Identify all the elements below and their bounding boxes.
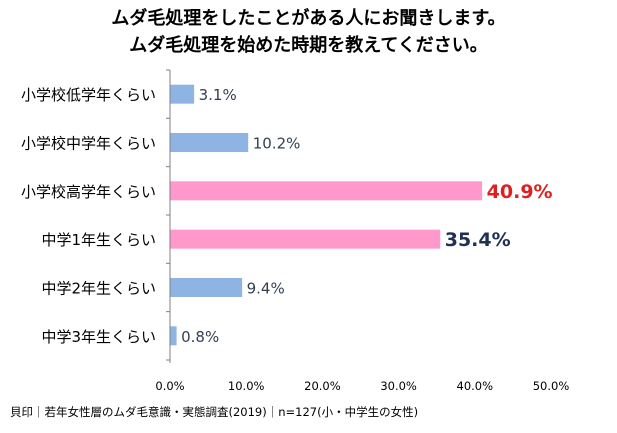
chart-title-line-2: ムダ毛処理を始めた時期を教えてください。 [129, 35, 488, 56]
category-label: 中学3年生くらい [41, 328, 156, 346]
bar [170, 84, 195, 104]
axis-layer: 小学校低学年くらい小学校中学年くらい小学校高学年くらい中学1年生くらい中学2年生… [21, 69, 570, 393]
x-tick-label: 50.0% [533, 379, 570, 393]
chart-title-line-1: ムダ毛処理をしたことがある人にお聞きします。 [111, 8, 506, 29]
value-label: 9.4% [247, 280, 285, 298]
x-tick-label: 40.0% [457, 379, 494, 393]
category-label: 小学校低学年くらい [21, 86, 156, 104]
x-tick-label: 0.0% [155, 379, 184, 393]
x-tick-label: 20.0% [304, 379, 341, 393]
value-label: 40.9% [487, 181, 553, 203]
category-label: 中学1年生くらい [41, 231, 156, 249]
x-tick-label: 30.0% [380, 379, 417, 393]
bar [170, 326, 177, 346]
value-label: 10.2% [253, 135, 301, 153]
x-tick-label: 10.0% [228, 379, 265, 393]
value-label: 0.8% [181, 328, 219, 346]
bar [170, 278, 243, 297]
bars-layer: 3.1% 10.2% 40.9% 35.4% 9.4% 0.8% [170, 84, 553, 346]
value-label: 35.4% [445, 229, 511, 251]
category-label: 小学校中学年くらい [21, 135, 156, 153]
value-label: 3.1% [199, 86, 237, 104]
source-note: 貝印｜若年女性層のムダ毛意識・実態調査(2019)｜n=127(小・中学生の女性… [10, 405, 419, 419]
category-label: 中学2年生くらい [41, 280, 156, 298]
bar [170, 181, 483, 201]
bar [170, 229, 441, 249]
bar [170, 133, 249, 152]
category-label: 小学校高学年くらい [21, 183, 156, 201]
